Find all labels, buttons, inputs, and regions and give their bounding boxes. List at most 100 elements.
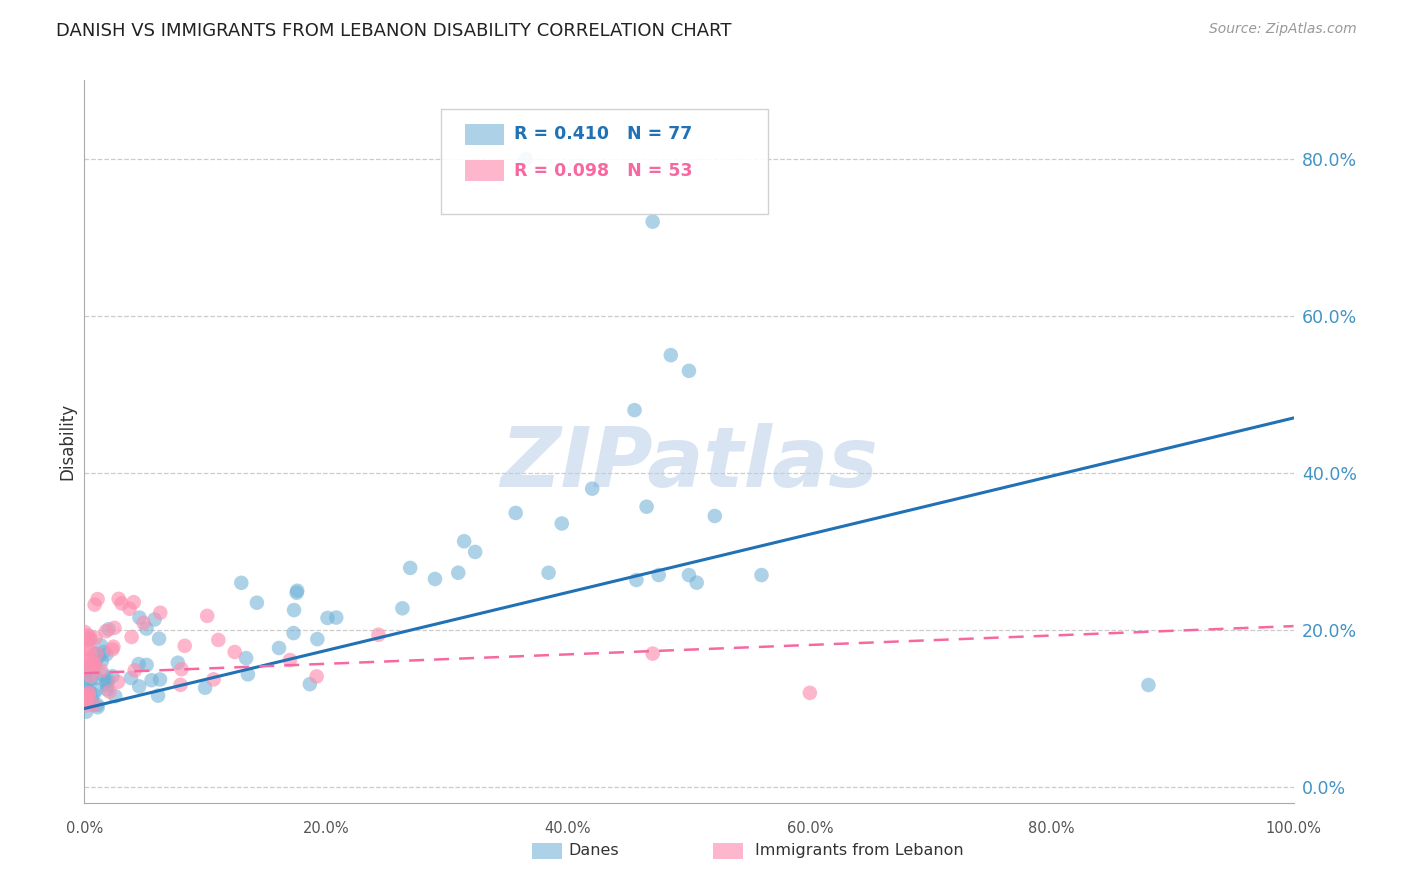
Point	[97, 673, 120, 688]
Point	[799, 686, 821, 700]
Point	[96, 648, 118, 662]
Point	[122, 595, 145, 609]
Point	[75, 682, 97, 697]
Point	[120, 671, 142, 685]
Point	[73, 693, 96, 707]
Point	[170, 662, 193, 676]
Point	[283, 603, 305, 617]
Point	[101, 642, 124, 657]
FancyBboxPatch shape	[531, 843, 562, 859]
Point	[325, 610, 347, 624]
Point	[149, 673, 172, 687]
Point	[103, 640, 125, 654]
Point	[96, 678, 118, 692]
Point	[581, 482, 603, 496]
Point	[75, 661, 97, 675]
Point	[128, 610, 150, 624]
Point	[104, 689, 127, 703]
Point	[515, 152, 537, 166]
Point	[77, 687, 100, 701]
Point	[143, 613, 166, 627]
Point	[641, 647, 664, 661]
Text: 80.0%: 80.0%	[1028, 821, 1076, 836]
Point	[79, 652, 101, 666]
Point	[83, 698, 105, 713]
Point	[173, 639, 195, 653]
Point	[96, 674, 118, 689]
Point	[76, 633, 98, 648]
Text: R = 0.410   N = 77: R = 0.410 N = 77	[513, 126, 692, 144]
Point	[453, 534, 475, 549]
Point	[135, 657, 157, 672]
Point	[423, 572, 446, 586]
Point	[135, 622, 157, 636]
Point	[83, 658, 105, 673]
Point	[83, 657, 105, 671]
Text: ZIPatlas: ZIPatlas	[501, 423, 877, 504]
Point	[648, 568, 671, 582]
Point	[278, 653, 301, 667]
Text: R = 0.098   N = 53: R = 0.098 N = 53	[513, 161, 692, 179]
Point	[86, 682, 108, 697]
Point	[77, 686, 100, 700]
Point	[94, 624, 117, 639]
Point	[83, 598, 105, 612]
Point	[76, 693, 98, 707]
Point	[285, 583, 308, 598]
Point	[103, 621, 125, 635]
Point	[623, 403, 645, 417]
Point	[90, 664, 112, 678]
FancyBboxPatch shape	[465, 160, 503, 181]
Point	[124, 664, 146, 678]
Point	[447, 566, 470, 580]
Point	[75, 705, 97, 719]
Point	[80, 668, 103, 682]
Point	[132, 615, 155, 630]
Point	[751, 568, 773, 582]
Point	[246, 596, 269, 610]
Point	[167, 656, 190, 670]
Y-axis label: Disability: Disability	[58, 403, 76, 480]
Point	[537, 566, 560, 580]
Point	[87, 649, 110, 664]
Point	[83, 688, 105, 702]
Point	[195, 608, 218, 623]
Point	[464, 545, 486, 559]
Point	[641, 214, 664, 228]
Point	[84, 631, 107, 645]
Text: Source: ZipAtlas.com: Source: ZipAtlas.com	[1209, 22, 1357, 37]
Point	[76, 656, 98, 670]
Point	[298, 677, 321, 691]
Point	[686, 575, 709, 590]
Point	[636, 500, 658, 514]
Point	[128, 680, 150, 694]
Point	[91, 668, 114, 682]
Point	[75, 695, 97, 709]
Point	[149, 606, 172, 620]
Point	[659, 348, 682, 362]
Point	[93, 645, 115, 659]
Point	[80, 691, 103, 706]
Point	[399, 561, 422, 575]
Point	[235, 651, 257, 665]
Point	[73, 650, 96, 665]
Point	[76, 642, 98, 657]
Point	[97, 622, 120, 636]
Point	[505, 506, 527, 520]
Point	[231, 575, 253, 590]
Point	[96, 682, 118, 697]
Point	[283, 626, 305, 640]
Point	[80, 673, 103, 687]
Point	[101, 669, 124, 683]
Point	[82, 657, 104, 672]
Point	[107, 675, 129, 690]
Point	[207, 632, 229, 647]
Point	[76, 698, 98, 713]
Point	[141, 673, 163, 688]
Point	[678, 364, 700, 378]
Point	[84, 647, 107, 661]
Text: 100.0%: 100.0%	[1265, 821, 1322, 836]
Point	[367, 628, 389, 642]
Point	[169, 678, 191, 692]
Point	[90, 638, 112, 652]
